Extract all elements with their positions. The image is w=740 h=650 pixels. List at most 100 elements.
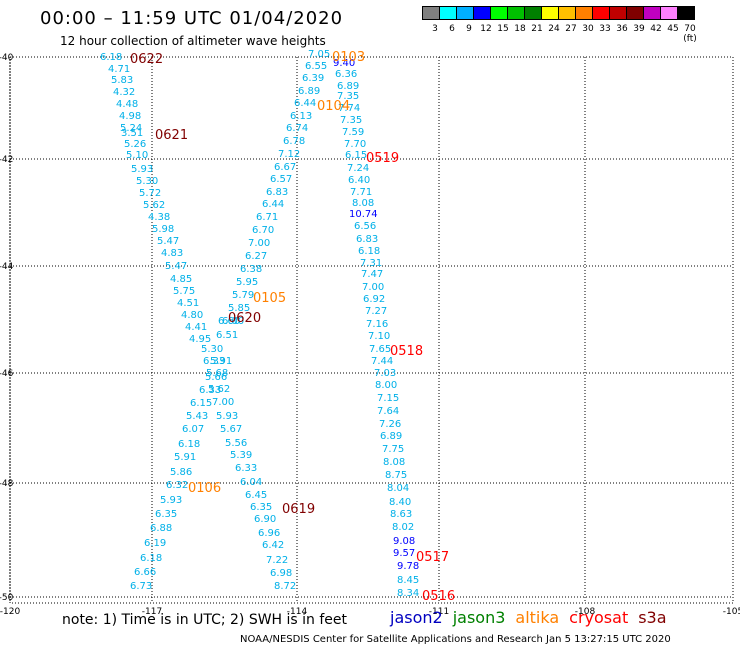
- wave-height-value: 7.26: [379, 419, 401, 430]
- wave-height-value: 7.00: [362, 282, 384, 293]
- pass-time-label: 0106: [188, 481, 221, 496]
- wave-height-value: 5.72: [139, 188, 161, 199]
- wave-height-value: 6.04: [240, 477, 262, 488]
- wave-height-value: 6.35: [155, 509, 177, 520]
- wave-height-value: 6.33: [199, 385, 221, 396]
- colorbar-label: 27: [565, 24, 577, 34]
- wave-height-value: 5.98: [152, 224, 174, 235]
- wave-height-value: 6.92: [363, 294, 385, 305]
- wave-height-value: 6.89: [380, 431, 402, 442]
- wave-height-value: 6.32: [166, 480, 188, 491]
- wave-height-value: 5.75: [173, 286, 195, 297]
- wave-height-value: 4.80: [181, 310, 203, 321]
- colorbar-label: 45: [667, 24, 679, 34]
- wave-height-value: 9.78: [397, 561, 419, 572]
- wave-height-value: 4.41: [185, 322, 207, 333]
- wave-height-value: 6.40: [348, 175, 370, 186]
- wave-height-value: 6.33: [203, 356, 225, 367]
- x-tick-label: -117: [142, 607, 162, 617]
- y-tick-label: -50: [0, 593, 14, 603]
- wave-height-value: 3.51: [121, 128, 143, 139]
- x-tick-label: -108: [575, 607, 596, 617]
- satellite-legend-item: altika: [515, 608, 560, 627]
- wave-height-value: 5.24: [120, 123, 142, 134]
- wave-height-value: 4.98: [119, 111, 141, 122]
- colorbar-label: 39: [633, 24, 645, 34]
- wave-height-value: 8.34: [397, 588, 419, 599]
- wave-height-value: 5.86: [170, 467, 192, 478]
- wave-height-value: 6.39: [302, 73, 324, 84]
- wave-height-value: 6.55: [305, 61, 327, 72]
- wave-height-value: 7.59: [342, 127, 364, 138]
- wave-height-value: 5.56: [225, 438, 247, 449]
- wave-height-value: 6.15: [190, 398, 212, 409]
- wave-height-value: 6.18: [140, 553, 162, 564]
- wave-height-value: 6.88: [150, 523, 172, 534]
- wave-height-value: 4.51: [177, 298, 199, 309]
- wave-height-value: 6.57: [270, 174, 292, 185]
- wave-height-value: 10.74: [349, 209, 378, 220]
- wave-height-value: 7.65: [369, 344, 391, 355]
- wave-height-value: 7.74: [338, 103, 360, 114]
- colorbar-label: 12: [480, 24, 492, 34]
- wave-height-value: 6.83: [356, 234, 378, 245]
- colorbar-label: 33: [599, 24, 611, 34]
- wave-height-value: 8.63: [390, 509, 412, 520]
- wave-height-value: 5.95: [236, 277, 258, 288]
- wave-height-value: 5.10: [126, 150, 148, 161]
- wave-height-value: 5.47: [157, 236, 179, 247]
- wave-height-value: 8.72: [274, 581, 296, 592]
- footer-note: note: 1) Time is in UTC; 2) SWH is in fe…: [62, 612, 348, 628]
- pass-time-label: 0105: [253, 291, 286, 306]
- wave-height-value: 6.18: [178, 439, 200, 450]
- colorbar-label: 21: [531, 24, 543, 34]
- wave-height-value: 5.85: [228, 303, 250, 314]
- pass-time-label: 0518: [390, 344, 423, 359]
- wave-height-value: 6.15: [345, 150, 367, 161]
- map-subtitle: 12 hour collection of altimeter wave hei…: [60, 34, 326, 48]
- wave-height-value: 6.73: [130, 581, 152, 592]
- x-tick-label: -105: [723, 607, 740, 617]
- wave-height-value: 7.00: [212, 397, 234, 408]
- pass-time-label: 0104: [317, 99, 350, 114]
- satellite-legend-item: s3a: [638, 608, 667, 627]
- wave-height-value: 5.30: [201, 344, 223, 355]
- wave-height-value: 5.39: [230, 450, 252, 461]
- wave-height-value: 4.32: [113, 87, 135, 98]
- wave-height-value: 7.70: [344, 139, 366, 150]
- wave-height-value: 6.71: [256, 212, 278, 223]
- colorbar: [422, 6, 695, 22]
- wave-height-value: 6.89: [337, 81, 359, 92]
- map-title: 00:00 – 11:59 UTC 01/04/2020: [40, 8, 344, 29]
- wave-height-value: 6.90: [254, 514, 276, 525]
- wave-height-value: 5.93: [131, 164, 153, 175]
- wave-height-value: 6.89: [298, 86, 320, 97]
- satellite-legend: jason2 jason3 altika cryosat s3a: [390, 608, 677, 627]
- colorbar-label: 36: [616, 24, 628, 34]
- wave-height-value: 5.91: [210, 356, 232, 367]
- wave-height-value: 6.98: [270, 568, 292, 579]
- wave-height-value: 5.91: [174, 452, 196, 463]
- x-tick-label: -120: [0, 607, 20, 617]
- wave-height-value: 5.66: [205, 372, 227, 383]
- wave-height-value: 8.04: [387, 483, 409, 494]
- wave-height-value: 6.67: [274, 162, 296, 173]
- colorbar-label: 6: [449, 24, 455, 34]
- colorbar-label: 24: [548, 24, 560, 34]
- wave-height-value: 4.38: [148, 212, 170, 223]
- wave-height-value: 9.08: [393, 536, 415, 547]
- wave-height-value: 7.00: [248, 238, 270, 249]
- wave-height-value: 7.31: [360, 258, 382, 269]
- wave-height-value: 7.10: [368, 331, 390, 342]
- pass-time-label: 0620: [228, 311, 261, 326]
- wave-height-value: 6.78: [283, 136, 305, 147]
- x-tick-label: -114: [287, 607, 308, 617]
- wave-height-value: 6.07: [182, 424, 204, 435]
- wave-height-value: 6.18: [100, 52, 122, 63]
- wave-height-value: 5.62: [208, 384, 230, 395]
- wave-height-value: 7.35: [340, 115, 362, 126]
- wave-height-value: 5.67: [220, 424, 242, 435]
- wave-height-value: 8.08: [352, 198, 374, 209]
- wave-height-value: 7.27: [365, 306, 387, 317]
